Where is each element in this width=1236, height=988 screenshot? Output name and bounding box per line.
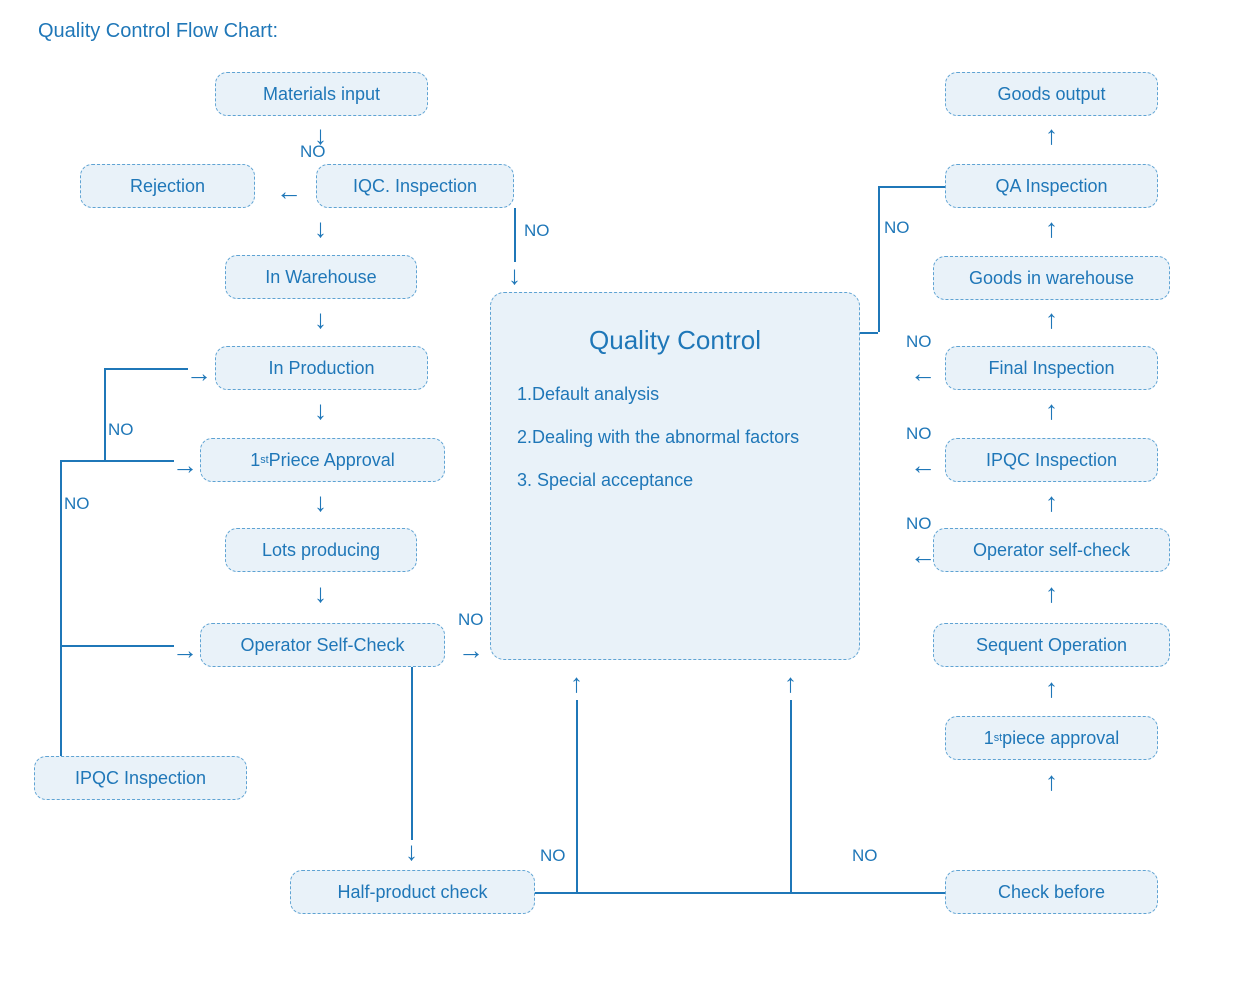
arrow-a_checkbefore_qc_up: ↑ — [784, 670, 797, 696]
label-l_no_cb_qc: NO — [852, 846, 878, 866]
label-l_no_ipqc_r: NO — [906, 424, 932, 444]
node-check-before: Check before — [945, 870, 1158, 914]
line-ln_self_half — [411, 667, 413, 840]
arrow-a_no_self_r: ← — [910, 542, 936, 568]
node-goods-output: Goods output — [945, 72, 1158, 116]
line-ln_first_no_h1 — [104, 368, 188, 370]
line-ln_cb_up — [790, 700, 792, 892]
label-l_no_qa: NO — [884, 218, 910, 238]
node-materials: Materials input — [215, 72, 428, 116]
arrow-a_prod_first: ↓ — [314, 397, 327, 423]
line-ln_half_right — [535, 892, 945, 894]
node-operator-self-check-right: Operator self-check — [933, 528, 1170, 572]
node-ipqc-right: IPQC Inspection — [945, 438, 1158, 482]
node-final-inspection: Final Inspection — [945, 346, 1158, 390]
line-ln_first_no_v — [104, 368, 106, 460]
qc-item-2: 2.Dealing with the abnormal factors — [517, 427, 833, 448]
arrow-a_qa_out: ↑ — [1045, 122, 1058, 148]
label-l_no_self_qc: NO — [458, 610, 484, 630]
arrow-a_first_lots: ↓ — [314, 489, 327, 515]
arrow-a_ipqc_final: ↑ — [1045, 397, 1058, 423]
line-ln_qa_no_v — [878, 186, 880, 332]
line-ln_ipqc_self_v — [60, 645, 62, 756]
flowchart-canvas: Quality Control Flow Chart: Materials in… — [0, 0, 1236, 988]
label-l_no_final: NO — [906, 332, 932, 352]
arrow-a_no_ipqc: ← — [910, 452, 936, 478]
label-l_no_rej: NO — [300, 142, 326, 162]
arrow-a_inprod_arrow: → — [186, 360, 212, 386]
line-ln_ipqc_self_h — [60, 645, 174, 647]
arrow-a_half_qc_up: ↑ — [570, 670, 583, 696]
arrow-a_final_gw: ↑ — [1045, 306, 1058, 332]
arrow-a_self_qc: → — [458, 637, 484, 663]
node-first-piece-left: 1st Priece Approval — [200, 438, 445, 482]
node-in-production: In Production — [215, 346, 428, 390]
label-l_no_ipqc_l: NO — [64, 494, 90, 514]
node-ipqc-left: IPQC Inspection — [34, 756, 247, 800]
arrow-a_ware_prod: ↓ — [314, 306, 327, 332]
label-l_no_self_r: NO — [906, 514, 932, 534]
node-rejection: Rejection — [80, 164, 255, 208]
arrow-a_self_half_down: ↓ — [405, 838, 418, 864]
arrow-a_lots_self: ↓ — [314, 580, 327, 606]
chart-title: Quality Control Flow Chart: — [38, 20, 278, 43]
node-first-piece-right: 1st piece approval — [945, 716, 1158, 760]
node-sequent-operation: Sequent Operation — [933, 623, 1170, 667]
qc-box-title: Quality Control — [517, 325, 833, 356]
node-qa-inspection: QA Inspection — [945, 164, 1158, 208]
label-l_no_iqc_qc: NO — [524, 221, 550, 241]
arrow-a_first_arrow: → — [172, 452, 198, 478]
arrow-a_gw_qa: ↑ — [1045, 215, 1058, 241]
arrow-a_seq_self: ↑ — [1045, 580, 1058, 606]
label-l_no_half_qc: NO — [540, 846, 566, 866]
arrow-a_iqc_rej: ← — [276, 178, 302, 204]
arrow-a_checkbefore_first: ↑ — [1045, 768, 1058, 794]
qc-item-1: 1.Default analysis — [517, 384, 833, 405]
quality-control-box: Quality Control 1.Default analysis 2.Dea… — [490, 292, 860, 660]
node-goods-in-warehouse: Goods in warehouse — [933, 256, 1170, 300]
arrow-a_iqc_ware: ↓ — [314, 215, 327, 241]
line-ln_qa_no_h2 — [860, 332, 878, 334]
label-l_no_first: NO — [108, 420, 134, 440]
qc-item-3: 3. Special acceptance — [517, 470, 833, 491]
arrow-a_no_final: ← — [910, 360, 936, 386]
node-in-warehouse: In Warehouse — [225, 255, 417, 299]
line-ln_qa_no_h — [878, 186, 945, 188]
node-iqc: IQC. Inspection — [316, 164, 514, 208]
line-ln_ipqc_l_h — [60, 460, 174, 462]
node-lots-producing: Lots producing — [225, 528, 417, 572]
arrow-a_opself_arrow: → — [172, 637, 198, 663]
arrow-a_first_seq: ↑ — [1045, 675, 1058, 701]
line-ln_iqc_qc_v — [514, 208, 516, 262]
node-operator-self-check-left: Operator Self-Check — [200, 623, 445, 667]
arrow-a_iqc_qc_down: ↓ — [508, 262, 521, 288]
arrow-a_self_ipqc: ↑ — [1045, 489, 1058, 515]
line-ln_half_up — [576, 700, 578, 892]
node-half-product-check: Half-product check — [290, 870, 535, 914]
